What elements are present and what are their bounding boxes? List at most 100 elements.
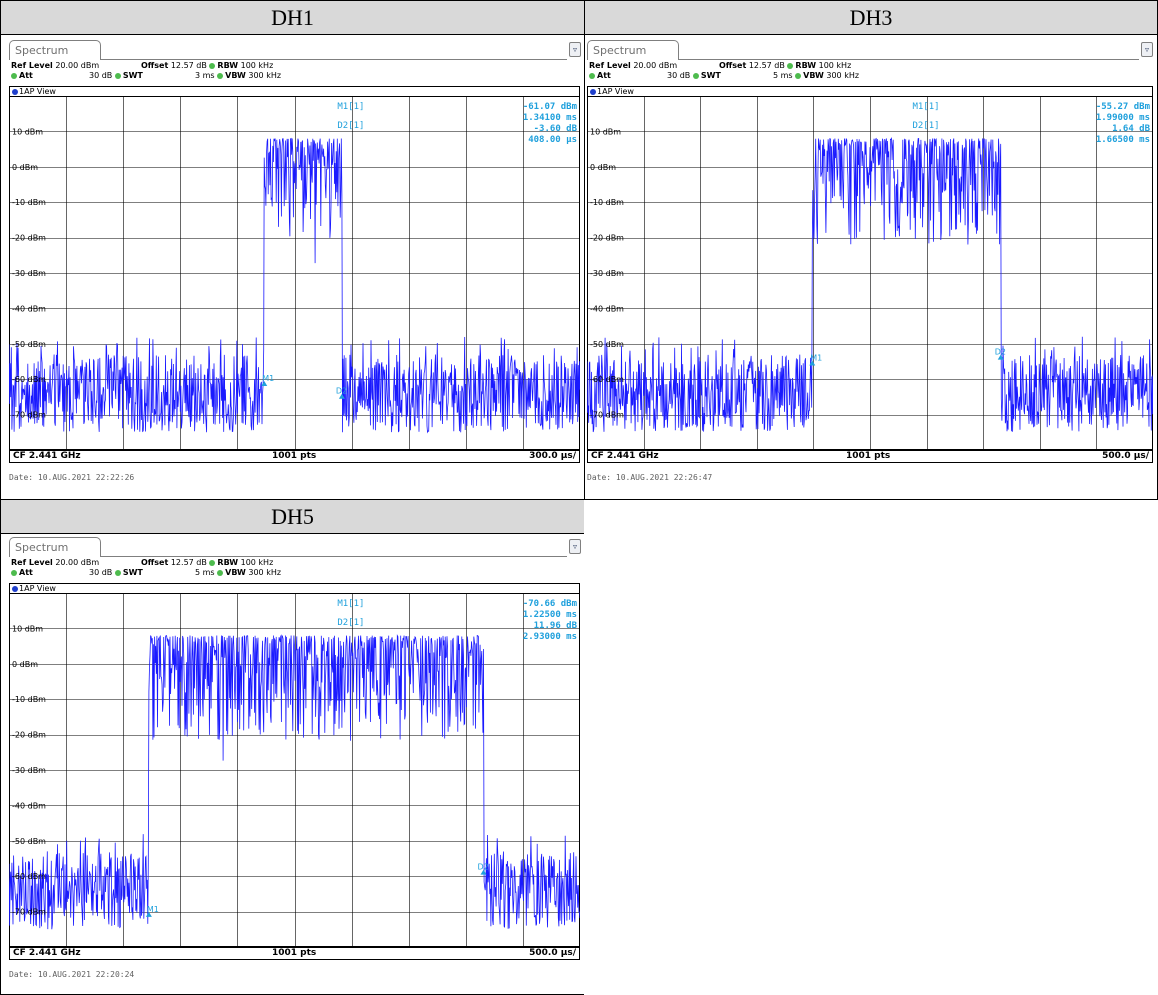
tab-spectrum[interactable]: Spectrum: [9, 40, 101, 60]
y-tick-label: -30 dBm: [12, 269, 46, 278]
marker-m1-time: 1.34100 ms: [523, 113, 577, 123]
offset-label: Offset: [719, 61, 747, 70]
marker-m1-label: M1[1]: [337, 599, 364, 609]
marker-m1-flag: M1: [262, 374, 274, 383]
view-bar[interactable]: 1AP View: [9, 86, 580, 96]
settings-menu-icon[interactable]: ▿: [569, 539, 581, 554]
timestamp: Date: 10.AUG.2021 22:20:24: [9, 970, 135, 979]
vbw-value: 300 kHz: [826, 71, 860, 80]
center-frequency: CF 2.441 GHz: [13, 451, 81, 461]
timestamp: Date: 10.AUG.2021 22:22:26: [9, 473, 135, 482]
y-tick-label: -10 dBm: [590, 198, 624, 207]
y-tick-label: -70 dBm: [12, 411, 46, 420]
status-dot-icon: [692, 72, 699, 79]
marker-m1-label: M1[1]: [337, 102, 364, 112]
rbw-label: RBW: [795, 61, 817, 70]
view-label: 1AP View: [19, 584, 56, 593]
plot-footer: CF 2.441 GHz 1001 pts 300.0 µs/: [9, 450, 580, 463]
status-dot-icon: [795, 72, 802, 79]
view-bar[interactable]: 1AP View: [9, 583, 580, 593]
status-dot-icon: [209, 559, 216, 566]
att-value: 30 dB: [667, 71, 691, 80]
y-tick-label: -40 dBm: [12, 801, 46, 810]
att-value: 30 dB: [89, 568, 113, 577]
status-dot-icon: [114, 569, 121, 576]
y-tick-label: -60 dBm: [590, 375, 624, 384]
y-tick-label: -60 dBm: [12, 375, 46, 384]
status-dot-icon: [209, 62, 216, 69]
panel-dh3: DH3 Spectrum ▿ Ref Level 20.00 dBm Offse…: [584, 0, 1158, 500]
point-count: 1001 pts: [272, 948, 317, 958]
swt-label: SWT: [122, 568, 143, 577]
rbw-value: 100 kHz: [240, 558, 274, 567]
marker-d2-level: 11.96 dB: [534, 621, 578, 631]
tab-spectrum[interactable]: Spectrum: [587, 40, 679, 60]
marker-m1-flag: M1: [147, 905, 159, 914]
rbw-value: 100 kHz: [818, 61, 852, 70]
y-tick-label: -40 dBm: [590, 304, 624, 313]
settings-menu-icon[interactable]: ▿: [569, 42, 581, 57]
y-tick-label: -70 dBm: [12, 908, 46, 917]
marker-m1-icon: [809, 360, 816, 366]
view-bar[interactable]: 1AP View: [587, 86, 1153, 96]
marker-d2-flag: D2: [478, 863, 489, 872]
panel-title: DH3: [585, 1, 1157, 35]
panel-title: DH5: [1, 500, 584, 534]
y-tick-label: -70 dBm: [590, 411, 624, 420]
view-dot-icon: [12, 585, 18, 592]
marker-d2-time: 408.00 µs: [528, 135, 577, 145]
view-label: 1AP View: [597, 87, 634, 96]
plot-frame: [9, 96, 580, 450]
spectrum-screenshot: Spectrum ▿ Ref Level 20.00 dBm Offset 12…: [9, 537, 581, 985]
tab-divider: [101, 59, 567, 60]
time-per-division: 300.0 µs/: [529, 451, 576, 461]
view-dot-icon: [12, 88, 18, 95]
status-dot-icon: [114, 72, 121, 79]
y-tick-label: -20 dBm: [12, 234, 46, 243]
panel-dh5: DH5 Spectrum ▿ Ref Level 20.00 dBm Offse…: [0, 499, 585, 995]
offset-value: 12.57 dB: [170, 558, 207, 567]
tab-spectrum[interactable]: Spectrum: [9, 537, 101, 557]
status-dot-icon: [217, 72, 224, 79]
rbw-label: RBW: [217, 61, 239, 70]
y-tick-label: -30 dBm: [12, 766, 46, 775]
marker-d2-icon: [338, 393, 345, 399]
marker-d2-label: D2[1]: [337, 121, 364, 131]
status-dot-icon: [787, 62, 794, 69]
settings-menu-icon[interactable]: ▿: [1141, 42, 1153, 57]
marker-m1-level: -70.66 dBm: [523, 599, 578, 609]
marker-d2-time: 2.93000 ms: [523, 632, 577, 642]
marker-d2-icon: [997, 354, 1004, 360]
view-dot-icon: [590, 88, 596, 95]
marker-m1-level: -61.07 dBm: [523, 102, 578, 112]
status-dot-icon: [217, 569, 224, 576]
plot-footer: CF 2.441 GHz 1001 pts 500.0 µs/: [587, 450, 1153, 463]
y-tick-label: -10 dBm: [12, 198, 46, 207]
empty-cell: [584, 499, 1158, 995]
time-per-division: 500.0 µs/: [529, 948, 576, 958]
panel-title: DH1: [1, 1, 584, 35]
marker-d2-time: 1.66500 ms: [1096, 135, 1150, 145]
spectrum-screenshot: Spectrum ▿ Ref Level 20.00 dBm Offset 12…: [9, 40, 581, 488]
trace-line: [9, 634, 580, 930]
att-label: Att: [19, 568, 33, 577]
offset-value: 12.57 dB: [748, 61, 785, 70]
tab-divider: [679, 59, 1139, 60]
trace-line: [587, 137, 1153, 433]
ref-level-label: Ref Level: [589, 61, 631, 70]
spectrum-screenshot: Spectrum ▿ Ref Level 20.00 dBm Offset 12…: [587, 40, 1153, 488]
marker-d2-level: -3.60 dB: [534, 124, 578, 134]
ref-level-label: Ref Level: [11, 558, 53, 567]
swt-label: SWT: [700, 71, 721, 80]
marker-d2-label: D2[1]: [337, 618, 364, 628]
view-label: 1AP View: [19, 87, 56, 96]
att-label: Att: [597, 71, 611, 80]
y-tick-label: -30 dBm: [590, 269, 624, 278]
y-tick-label: -50 dBm: [12, 340, 46, 349]
swt-value: 5 ms: [195, 568, 215, 577]
y-tick-label: -10 dBm: [12, 695, 46, 704]
ref-level-label: Ref Level: [11, 61, 53, 70]
marker-d2-label: D2[1]: [912, 121, 939, 131]
spectrum-plot: 10 dBm 0 dBm -10 dBm -20 dBm -30 dBm -40 dBm -…: [9, 593, 580, 947]
marker-m1-time: 1.22500 ms: [523, 610, 577, 620]
